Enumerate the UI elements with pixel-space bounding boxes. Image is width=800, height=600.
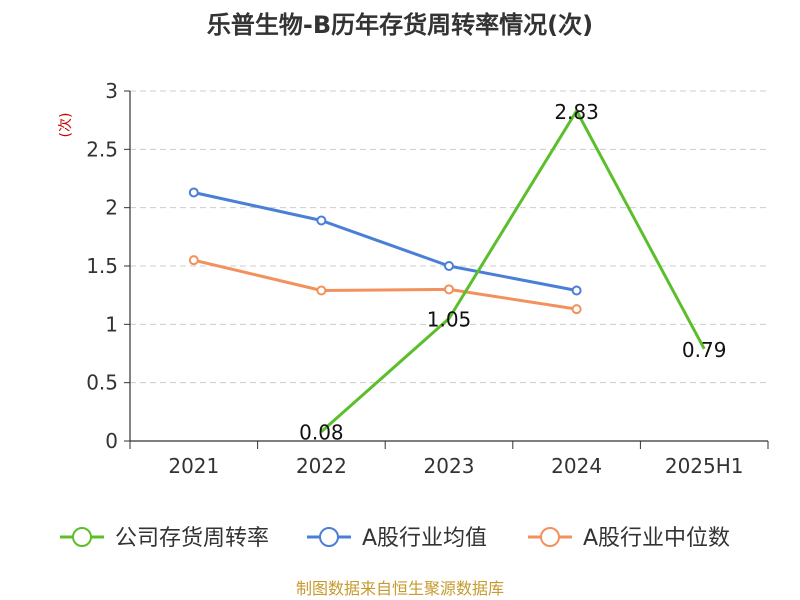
x-tick-label: 2024 bbox=[551, 454, 602, 478]
legend-label: A股行业中位数 bbox=[583, 526, 730, 551]
x-tick-label: 2022 bbox=[296, 454, 347, 478]
series-line-0 bbox=[320, 109, 706, 433]
grid-lines bbox=[130, 90, 768, 384]
series-point[interactable] bbox=[444, 261, 454, 271]
data-labels: 0.08 1.05 2.83 0.79 bbox=[299, 100, 726, 445]
series-point[interactable] bbox=[444, 284, 454, 295]
legend-item-1[interactable]: A股行业均值 bbox=[307, 526, 487, 551]
legend-marker bbox=[319, 527, 339, 547]
y-tick-label: 2 bbox=[105, 196, 118, 220]
series-point[interactable] bbox=[316, 215, 327, 226]
y-tick-label: 1 bbox=[105, 312, 118, 336]
series-line-2 bbox=[193, 258, 577, 311]
y-tick-label: 3 bbox=[105, 79, 118, 103]
y-tick-label: 2.5 bbox=[86, 137, 118, 161]
x-tick-label: 2021 bbox=[168, 454, 219, 478]
x-tick-label: 2025H1 bbox=[665, 454, 744, 478]
series-group bbox=[188, 109, 706, 433]
data-label: 2.83 bbox=[554, 100, 599, 124]
series-point[interactable] bbox=[316, 285, 327, 296]
y-tick-label: 0 bbox=[105, 429, 118, 453]
y-tick-label: 1.5 bbox=[86, 254, 118, 278]
chart-title: 乐普生物-B历年存货周转率情况(次) bbox=[207, 11, 593, 39]
y-axis-label: (次) bbox=[58, 113, 74, 138]
series-line-1 bbox=[193, 191, 577, 292]
source-note: 制图数据来自恒生聚源数据库 bbox=[296, 579, 504, 598]
series-point[interactable] bbox=[188, 187, 199, 198]
data-label: 0.79 bbox=[682, 338, 727, 362]
legend-item-0[interactable]: 公司存货周转率 bbox=[60, 526, 269, 551]
x-tick-label: 2023 bbox=[424, 454, 475, 478]
legend-label: A股行业均值 bbox=[362, 526, 487, 551]
series-point[interactable] bbox=[571, 285, 582, 296]
data-label: 0.08 bbox=[299, 421, 344, 445]
data-label: 1.05 bbox=[427, 308, 472, 332]
legend-marker bbox=[540, 527, 560, 547]
axes: 0 0.5 1 1.5 2 2.5 3 2021 2022 2023 2024 2025H1 bbox=[86, 79, 769, 478]
series-point[interactable] bbox=[188, 255, 199, 266]
legend-label: 公司存货周转率 bbox=[115, 526, 269, 551]
y-tick-label: 0.5 bbox=[86, 371, 118, 395]
legend-marker bbox=[72, 527, 92, 547]
legend[interactable]: 公司存货周转率 A股行业均值 A股行业中位数 bbox=[60, 526, 730, 551]
series-point[interactable] bbox=[571, 304, 582, 315]
legend-item-2[interactable]: A股行业中位数 bbox=[528, 526, 730, 551]
